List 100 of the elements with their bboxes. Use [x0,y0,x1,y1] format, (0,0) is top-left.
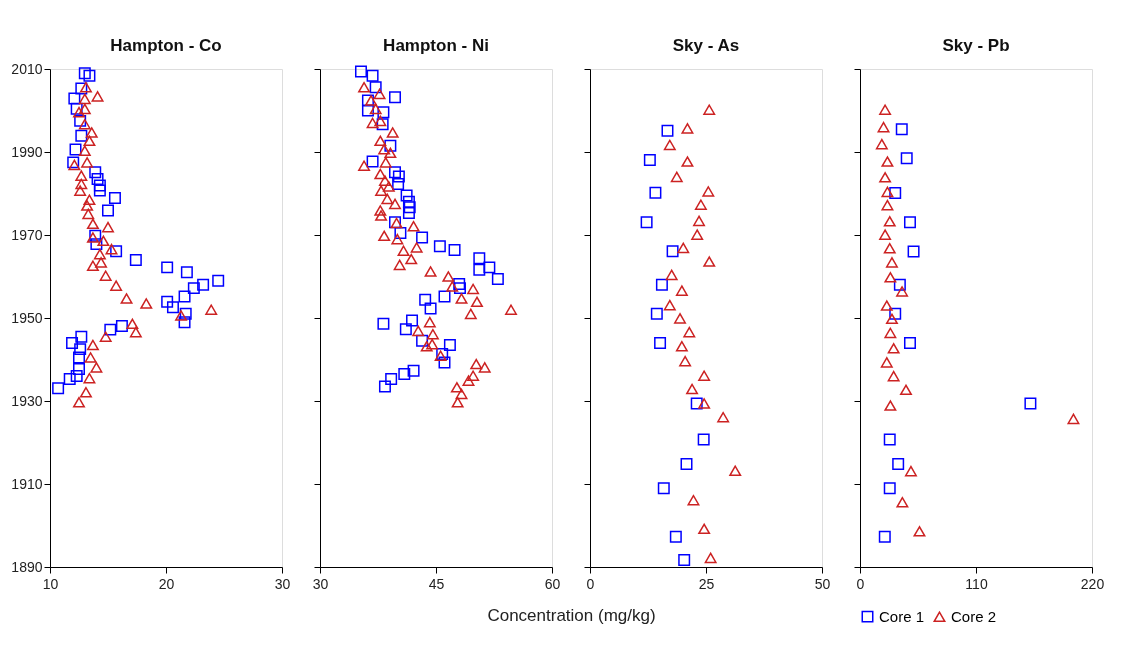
point [91,91,104,102]
point [420,340,433,352]
point [473,252,486,265]
point [86,260,99,271]
point [879,229,892,240]
point [683,326,696,338]
point [448,243,461,256]
point [681,156,694,167]
point [903,216,916,229]
point [126,318,139,330]
point [382,181,395,192]
point [358,160,371,171]
point [392,177,405,190]
point [78,67,91,80]
chart-title: Sky - Pb [942,36,1010,55]
point [140,298,153,309]
legend-label: Core 2 [951,607,997,625]
point [881,199,894,211]
point [678,553,691,566]
point [105,243,118,255]
point [419,293,432,306]
point [110,280,123,291]
point [884,400,897,411]
point [883,242,896,254]
point [397,245,410,257]
point [438,356,451,369]
point [95,257,108,268]
point [907,245,920,258]
point [470,358,483,370]
point [83,194,96,206]
point [877,121,890,133]
point [378,175,391,186]
x-tick-label: 220 [1080,575,1105,592]
point [175,310,188,321]
point [400,189,413,202]
point [407,220,420,232]
point [407,364,420,377]
point [681,123,694,134]
point [99,270,112,281]
point [90,238,103,251]
point [83,135,96,147]
point [704,552,717,564]
point [675,285,688,296]
point [108,192,121,205]
point [378,380,391,393]
point [900,152,913,165]
point [403,201,416,214]
point [455,388,468,400]
point [887,370,900,382]
point [462,375,475,386]
point [81,157,94,168]
point [880,357,893,368]
point [399,323,412,336]
point [78,145,91,157]
point [93,184,106,197]
point [649,186,662,199]
point [903,336,916,349]
point [166,301,179,314]
point [78,118,91,130]
x-tick-label: 30 [274,575,291,592]
point [366,155,379,168]
point [665,269,678,281]
point [694,199,707,210]
point [424,302,437,315]
point [161,261,174,274]
point [205,304,218,315]
point [365,95,378,106]
y-tick-label: 1890 [11,558,43,575]
x-tick-label: 110 [965,575,988,592]
point [161,295,174,308]
point [881,186,894,198]
point [483,261,496,274]
chart-title: Hampton - Ni [383,36,489,55]
point [74,114,87,127]
point [366,69,379,82]
point [91,172,104,185]
point [670,171,683,183]
point [467,283,480,295]
point [1024,397,1037,410]
point [895,123,908,136]
point [698,523,711,535]
point [178,316,191,329]
point [406,314,419,327]
point [83,372,96,384]
x-tick-label: 25 [698,575,715,592]
point [369,81,382,94]
point [892,458,905,471]
point [83,69,96,82]
x-tick-label: 0 [856,575,865,592]
point [443,338,456,351]
point [378,143,391,155]
point [442,271,455,282]
point [691,229,704,240]
point [426,338,439,350]
point [212,274,225,287]
chart-title: Sky - As [672,36,740,55]
point [680,458,693,471]
point [102,221,114,233]
point [398,368,411,381]
point [893,278,906,291]
